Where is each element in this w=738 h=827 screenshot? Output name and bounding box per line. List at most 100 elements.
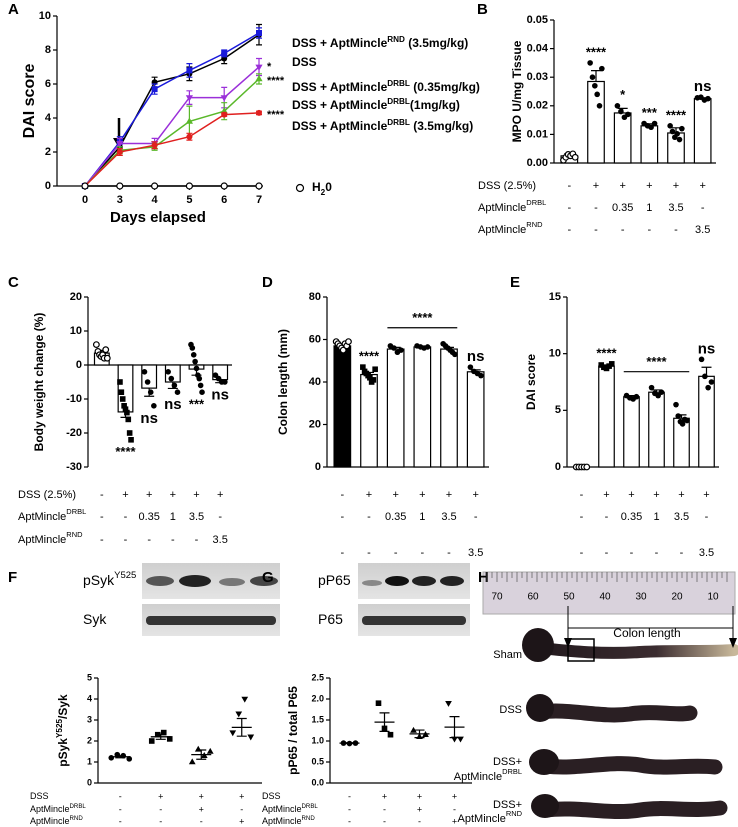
- condition-label: AptMincleRND: [478, 220, 543, 235]
- data-point: [594, 91, 600, 98]
- significance: ****: [666, 107, 687, 122]
- condition-value: -: [348, 791, 351, 801]
- data-point: [372, 366, 378, 373]
- data-point: [141, 369, 148, 375]
- blot-label-part: pSyk: [83, 572, 115, 588]
- condition-value: -: [100, 534, 104, 546]
- blot-label: P65: [318, 611, 343, 627]
- y-tick-label: 0.04: [527, 43, 549, 55]
- legend-label-part: (3.5mg/kg): [405, 36, 468, 50]
- condition-value: 0.35: [612, 202, 633, 214]
- y-tick-label: 0: [76, 359, 82, 371]
- data-point: [599, 65, 605, 72]
- sample-label-part: RND: [506, 809, 523, 818]
- sample-label: AptMincleRND: [458, 809, 523, 824]
- point: [116, 182, 124, 190]
- condition-value: -: [630, 547, 634, 559]
- data-point: [673, 401, 679, 408]
- bracket-label: ****: [646, 354, 667, 369]
- data-point: [171, 382, 178, 389]
- significance: ****: [596, 345, 617, 360]
- condition-label-part: DRBL: [66, 507, 86, 516]
- condition-value: +: [417, 791, 422, 801]
- bar: [598, 365, 615, 468]
- bar: [440, 348, 458, 468]
- sample-label: DSS+: [493, 799, 522, 811]
- data-point: [608, 361, 615, 367]
- data-point: [445, 700, 452, 707]
- data-point: [467, 364, 474, 370]
- panel-label: A: [8, 1, 19, 18]
- legend-label-part: (3.5mg/kg): [410, 119, 473, 133]
- data-point: [571, 153, 579, 161]
- condition-value: -: [340, 547, 344, 559]
- bar: [360, 373, 378, 468]
- y-axis-label: Colon length (mm): [276, 329, 290, 435]
- data-point: [614, 103, 621, 109]
- y-tick-label: 1.5: [311, 714, 324, 724]
- point: [81, 182, 89, 190]
- data-point: [410, 726, 417, 733]
- y-tick-label: 20: [70, 291, 82, 303]
- y-tick-label: 10: [549, 348, 561, 360]
- condition-value: -: [418, 816, 421, 826]
- condition-value: +: [366, 489, 372, 501]
- legend-label: DSS + AptMincleRND (3.5mg/kg): [292, 35, 468, 51]
- ruler-number: 40: [599, 592, 611, 603]
- bar: [413, 346, 432, 468]
- error-bar: [196, 749, 207, 760]
- data-point: [119, 396, 126, 402]
- ruler-number: 30: [635, 592, 647, 603]
- data-point: [222, 379, 228, 385]
- ruler-number: 10: [707, 592, 719, 603]
- error-bar: [344, 742, 355, 745]
- data-point: [705, 95, 711, 102]
- y-axis-label-part: pSyk: [56, 738, 70, 767]
- condition-value: 0.35: [138, 511, 159, 523]
- legend-label-part: RND: [387, 35, 405, 44]
- data-point: [194, 745, 202, 752]
- condition-value: +: [653, 489, 659, 501]
- condition-value: 3.5: [699, 547, 714, 559]
- condition-value: +: [699, 180, 705, 192]
- condition-value: -: [674, 224, 678, 236]
- y-axis-label: pP65 / total P65: [286, 686, 300, 775]
- sample-label: AptMincleDRBL: [454, 767, 522, 782]
- bar: [141, 364, 158, 389]
- point: [221, 50, 228, 57]
- legend-label-part: DSS + AptMincle: [292, 80, 388, 94]
- condition-value: +: [703, 489, 709, 501]
- x-tick-label: 7: [256, 194, 262, 206]
- data-point: [618, 108, 624, 115]
- bar: [333, 345, 352, 468]
- data-point: [592, 82, 598, 89]
- condition-value: -: [655, 547, 659, 559]
- x-tick-label: 5: [186, 194, 192, 206]
- data-point: [387, 731, 394, 738]
- condition-value: -: [567, 202, 571, 214]
- bar: [466, 371, 485, 468]
- condition-label-part: AptMincle: [262, 816, 302, 826]
- condition-label: AptMincleDRBL: [30, 803, 86, 814]
- bar: [693, 98, 712, 164]
- condition-value: +: [382, 791, 387, 801]
- data-point: [676, 136, 683, 143]
- data-point: [160, 729, 167, 736]
- condition-label: AptMincleRND: [18, 530, 83, 545]
- significance: ***: [642, 105, 658, 120]
- legend-label-part: 2: [321, 188, 326, 197]
- point: [220, 107, 228, 114]
- y-tick-label: 8: [45, 44, 51, 56]
- point: [220, 95, 228, 102]
- x-tick-label: 6: [221, 194, 227, 206]
- data-point: [398, 347, 404, 353]
- data-point: [165, 369, 171, 375]
- data-point: [679, 125, 685, 132]
- condition-value: -: [580, 511, 584, 523]
- sample-label-part: AptMincle: [454, 771, 502, 783]
- data-point: [193, 365, 200, 372]
- error-bar: [155, 733, 166, 740]
- condition-value: 1: [170, 511, 176, 523]
- data-point: [117, 379, 123, 385]
- legend-label: DSS + AptMincleDRBL (3.5mg/kg): [292, 118, 473, 134]
